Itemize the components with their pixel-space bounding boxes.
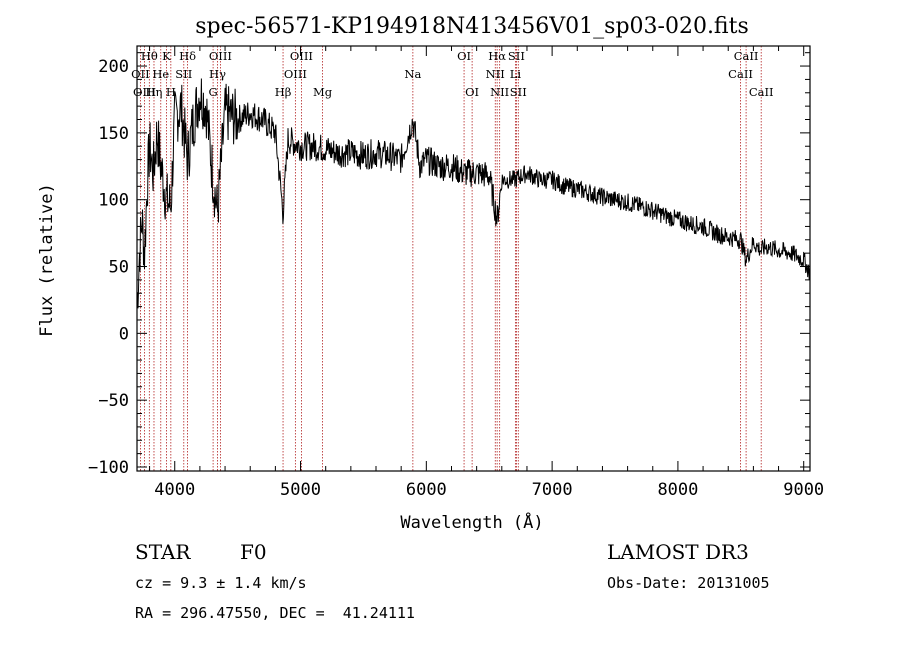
spectral-line-label: OIII (284, 67, 307, 81)
spectral-line-label: Hα (488, 49, 506, 63)
spectral-line-label: NII (486, 67, 505, 81)
x-axis-label: Wavelength (Å) (400, 511, 543, 533)
chart-title: spec-56571-KP194918N413456V01_sp03-020.f… (195, 14, 749, 39)
spectral-line-label: Na (404, 67, 421, 81)
x-axis-ticks: 4000 5000 6000 7000 8000 9000 (149, 46, 824, 500)
spectral-line-label: Hδ (179, 49, 196, 63)
spectral-line-label: OIII (133, 85, 156, 99)
spectral-line-label: Hβ (275, 85, 292, 99)
x-tick-label: 4000 (154, 480, 195, 500)
y-tick-label: −100 (88, 458, 129, 478)
spectral-line-label: Hθ (141, 49, 158, 63)
y-axis-ticks: −100 −50 0 50 100 150 200 (88, 52, 810, 478)
spectral-line-label: NII (490, 85, 509, 99)
spectral-line-label: CaII (749, 85, 774, 99)
spectral-line-label: OIII (209, 49, 232, 63)
spectral-line-label: Hγ (209, 67, 226, 81)
plot-frame (136, 45, 811, 472)
survey-name: LAMOST DR3 (607, 540, 749, 564)
spectral-line-label: SII (510, 85, 527, 99)
y-tick-label: 150 (98, 124, 129, 144)
x-tick-label: 7000 (532, 480, 573, 500)
spectral-line-markers (139, 46, 762, 471)
spectral-line-label: CaII (728, 67, 753, 81)
x-tick-label: 5000 (280, 480, 321, 500)
spectral-line-label: OI (465, 85, 479, 99)
spectral-subclass: F0 (240, 540, 267, 564)
spectrum-line (136, 78, 811, 309)
spectral-line-label: Mg (313, 85, 333, 99)
x-tick-label: 9000 (783, 480, 824, 500)
spectral-line-label: CaII (734, 49, 759, 63)
redshift-text: cz = 9.3 ± 1.4 km/s (135, 574, 307, 592)
x-tick-label: 8000 (657, 480, 698, 500)
object-class: STAR (135, 540, 191, 564)
spectral-line-label: K (162, 49, 171, 63)
y-tick-label: 100 (98, 191, 129, 211)
spectral-line-label: OI (457, 49, 471, 63)
obs-date-text: Obs-Date: 20131005 (607, 574, 770, 592)
y-tick-label: 0 (119, 324, 129, 344)
spectral-line-label: OIII (290, 49, 313, 63)
x-tick-label: 6000 (406, 480, 447, 500)
spectral-line-label: SII (508, 49, 525, 63)
spectral-line-label: Hη (146, 85, 163, 99)
y-axis-label: Flux (relative) (37, 183, 57, 337)
spectral-line-label: G (209, 85, 218, 99)
spectral-line-label: SII (175, 67, 192, 81)
y-tick-label: 50 (109, 258, 129, 278)
y-tick-label: −50 (98, 391, 129, 411)
y-tick-label: 200 (98, 57, 129, 77)
spectral-line-label: He (152, 67, 169, 81)
spectral-line-label: Li (510, 67, 522, 81)
spectral-line-label: H (166, 85, 176, 99)
spectral-line-label: OII (131, 67, 150, 81)
coordinates-text: RA = 296.47550, DEC = 41.24111 (135, 604, 415, 622)
